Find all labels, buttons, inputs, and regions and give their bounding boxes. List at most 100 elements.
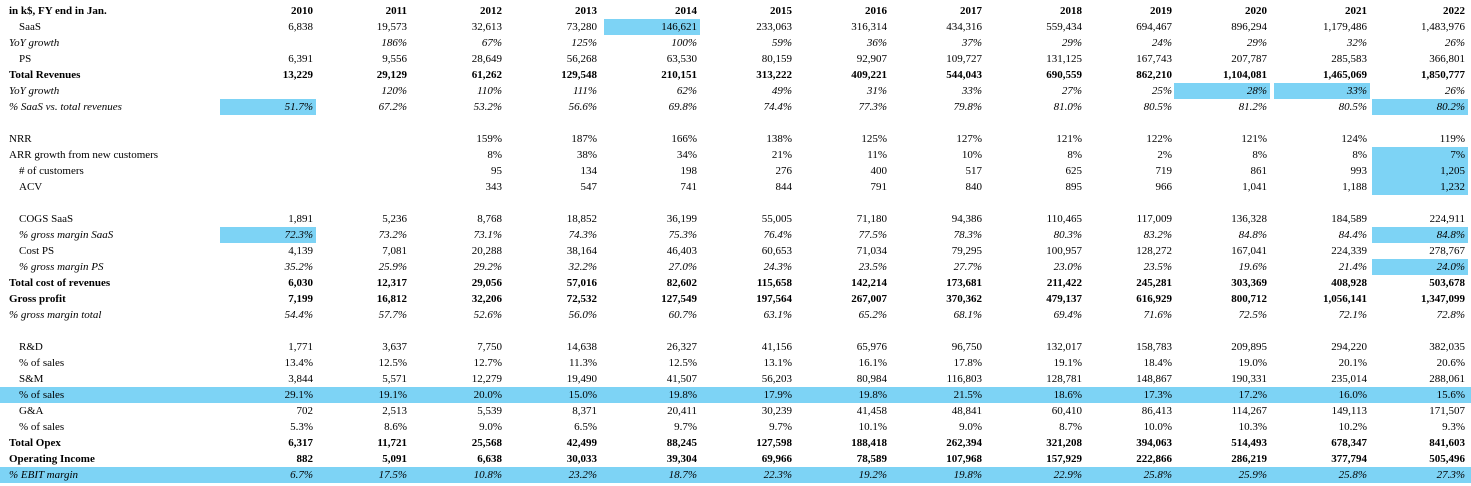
cell-cogs-saas-2011[interactable]: 5,236	[382, 213, 407, 225]
cell-total-yoy-2016[interactable]: 31%	[866, 85, 887, 97]
cell-gna-pct-2019[interactable]: 10.0%	[1143, 421, 1172, 433]
cell-gap-2-2018[interactable]	[989, 195, 1085, 211]
cell-gap-2-2012[interactable]	[409, 195, 505, 211]
cell-arr-growth-2018[interactable]: 8%	[1067, 149, 1082, 161]
cell-snm-2017[interactable]: 116,803	[946, 373, 982, 385]
cell-nrr-2012[interactable]: 159%	[476, 133, 502, 145]
cell-total-revenues-2010[interactable]: 13,229	[282, 69, 313, 81]
cell-gap-2-2020[interactable]	[1174, 195, 1270, 211]
cell-total-opex-2010[interactable]: 6,317	[288, 437, 313, 449]
cell-arr-growth-2010[interactable]	[220, 147, 316, 163]
cell-ebit-margin-2021[interactable]: 25.8%	[1338, 469, 1367, 481]
cell-gm-total-2010[interactable]: 54.4%	[284, 309, 313, 321]
cell-gm-saas-2011[interactable]: 73.2%	[378, 229, 407, 241]
cell-snm-2015[interactable]: 56,203	[761, 373, 792, 385]
cell-total-revenues-2015[interactable]: 313,222	[756, 69, 792, 81]
cell-total-yoy-2012[interactable]: 110%	[477, 85, 502, 97]
cell-rnd-pct-2015[interactable]: 13.1%	[763, 357, 792, 369]
cell-saas-yoy-2010[interactable]	[220, 35, 316, 51]
cell-acv-2021[interactable]: 1,188	[1342, 181, 1367, 193]
cell-saas-yoy-2016[interactable]: 36%	[866, 37, 887, 49]
cell-total-revenues-2021[interactable]: 1,465,069	[1323, 69, 1367, 81]
cell-total-cost-2015[interactable]: 115,658	[756, 277, 792, 289]
cell-total-cost-2016[interactable]: 142,214	[851, 277, 887, 289]
cell-gm-total-2013[interactable]: 56.0%	[568, 309, 597, 321]
cell-gap-3-2018[interactable]	[989, 323, 1085, 339]
cell-gross-profit-2020[interactable]: 800,712	[1231, 293, 1267, 305]
cell-rnd-2011[interactable]: 3,637	[382, 341, 407, 353]
cell-rnd-pct-2011[interactable]: 12.5%	[378, 357, 407, 369]
cell-operating-income-2016[interactable]: 78,589	[856, 453, 887, 465]
cell-total-cost-2020[interactable]: 303,369	[1231, 277, 1267, 289]
cell-saas-yoy-2017[interactable]: 37%	[961, 37, 982, 49]
cell-gna-pct-2013[interactable]: 6.5%	[574, 421, 597, 433]
cell-saas-share-2021[interactable]: 80.5%	[1338, 101, 1367, 113]
cell-snm-pct-2019[interactable]: 17.3%	[1143, 389, 1172, 401]
cell-gap-1-2013[interactable]	[504, 115, 600, 131]
cell-cogs-saas-2020[interactable]: 136,328	[1231, 213, 1267, 225]
cell-total-cost-2018[interactable]: 211,422	[1046, 277, 1082, 289]
cell-saas-yoy-2015[interactable]: 59%	[771, 37, 792, 49]
cell-nrr-2016[interactable]: 125%	[861, 133, 887, 145]
cell-gna-2015[interactable]: 30,239	[761, 405, 792, 417]
cell-gm-ps-2022[interactable]: 24.0%	[1372, 259, 1468, 275]
cell-total-revenues-2018[interactable]: 690,559	[1046, 69, 1082, 81]
cell-gna-pct-2014[interactable]: 9.7%	[674, 421, 697, 433]
cell-snm-pct-2015[interactable]: 17.9%	[763, 389, 792, 401]
cell-operating-income-2011[interactable]: 5,091	[382, 453, 407, 465]
cell-nrr-2019[interactable]: 122%	[1146, 133, 1172, 145]
cell-snm-pct-2016[interactable]: 19.8%	[858, 389, 887, 401]
cell-acv-2013[interactable]: 547	[580, 181, 598, 193]
cell-gna-2018[interactable]: 60,410	[1051, 405, 1082, 417]
cell-rnd-2013[interactable]: 14,638	[566, 341, 597, 353]
cell-customers-2017[interactable]: 517	[965, 165, 983, 177]
cell-snm-2022[interactable]: 288,061	[1429, 373, 1465, 385]
cell-rnd-2014[interactable]: 26,327	[666, 341, 697, 353]
cell-total-yoy-2014[interactable]: 62%	[676, 85, 697, 97]
cell-total-opex-2012[interactable]: 25,568	[471, 437, 502, 449]
cell-acv-2019[interactable]: 966	[1155, 181, 1173, 193]
cell-total-cost-2014[interactable]: 82,602	[666, 277, 697, 289]
cell-customers-2016[interactable]: 400	[870, 165, 888, 177]
cell-cost-ps-2019[interactable]: 128,272	[1136, 245, 1172, 257]
cell-gm-ps-2010[interactable]: 35.2%	[284, 261, 313, 273]
cell-saas-2019[interactable]: 694,467	[1136, 21, 1172, 33]
cell-gm-saas-2017[interactable]: 78.3%	[953, 229, 982, 241]
cell-gm-saas-2015[interactable]: 76.4%	[763, 229, 792, 241]
cell-ps-2017[interactable]: 109,727	[946, 53, 982, 65]
cell-nrr-2014[interactable]: 166%	[671, 133, 697, 145]
cell-gap-2-2019[interactable]	[1079, 195, 1175, 211]
cell-gap-3-2010[interactable]	[220, 323, 316, 339]
cell-snm-2019[interactable]: 148,867	[1136, 373, 1172, 385]
cell-arr-growth-2014[interactable]: 34%	[676, 149, 697, 161]
cell-gna-2010[interactable]: 702	[296, 405, 314, 417]
cell-acv-2011[interactable]	[314, 179, 410, 195]
cell-cogs-saas-2019[interactable]: 117,009	[1136, 213, 1172, 225]
cell-acv-2020[interactable]: 1,041	[1242, 181, 1267, 193]
cell-ps-2011[interactable]: 9,556	[382, 53, 407, 65]
cell-cogs-saas-2014[interactable]: 36,199	[666, 213, 697, 225]
cell-gm-saas-2020[interactable]: 84.8%	[1238, 229, 1267, 241]
cell-ebit-margin-2022[interactable]: 27.3%	[1436, 469, 1465, 481]
cell-gm-ps-2016[interactable]: 23.5%	[858, 261, 887, 273]
cell-snm-2010[interactable]: 3,844	[288, 373, 313, 385]
cell-gm-ps-2014[interactable]: 27.0%	[668, 261, 697, 273]
cell-rnd-pct-2013[interactable]: 11.3%	[568, 357, 597, 369]
cell-gap-1-2012[interactable]	[409, 115, 505, 131]
cell-saas-share-2022[interactable]: 80.2%	[1372, 99, 1468, 115]
cell-snm-2018[interactable]: 128,781	[1046, 373, 1082, 385]
cell-cost-ps-2020[interactable]: 167,041	[1231, 245, 1267, 257]
cell-saas-yoy-2012[interactable]: 67%	[481, 37, 502, 49]
cell-gap-3-2022[interactable]	[1372, 323, 1468, 339]
cell-cogs-saas-2016[interactable]: 71,180	[856, 213, 887, 225]
cell-snm-2020[interactable]: 190,331	[1231, 373, 1267, 385]
cell-gna-2016[interactable]: 41,458	[856, 405, 887, 417]
cell-total-cost-2021[interactable]: 408,928	[1331, 277, 1367, 289]
cell-gap-2-2015[interactable]	[699, 195, 795, 211]
cell-gm-saas-2018[interactable]: 80.3%	[1053, 229, 1082, 241]
cell-gap-2-2014[interactable]	[604, 195, 700, 211]
cell-ps-2019[interactable]: 167,743	[1136, 53, 1172, 65]
cell-cogs-saas-2017[interactable]: 94,386	[951, 213, 982, 225]
cell-gm-saas-2014[interactable]: 75.3%	[668, 229, 697, 241]
cell-gap-1-2017[interactable]	[889, 115, 985, 131]
